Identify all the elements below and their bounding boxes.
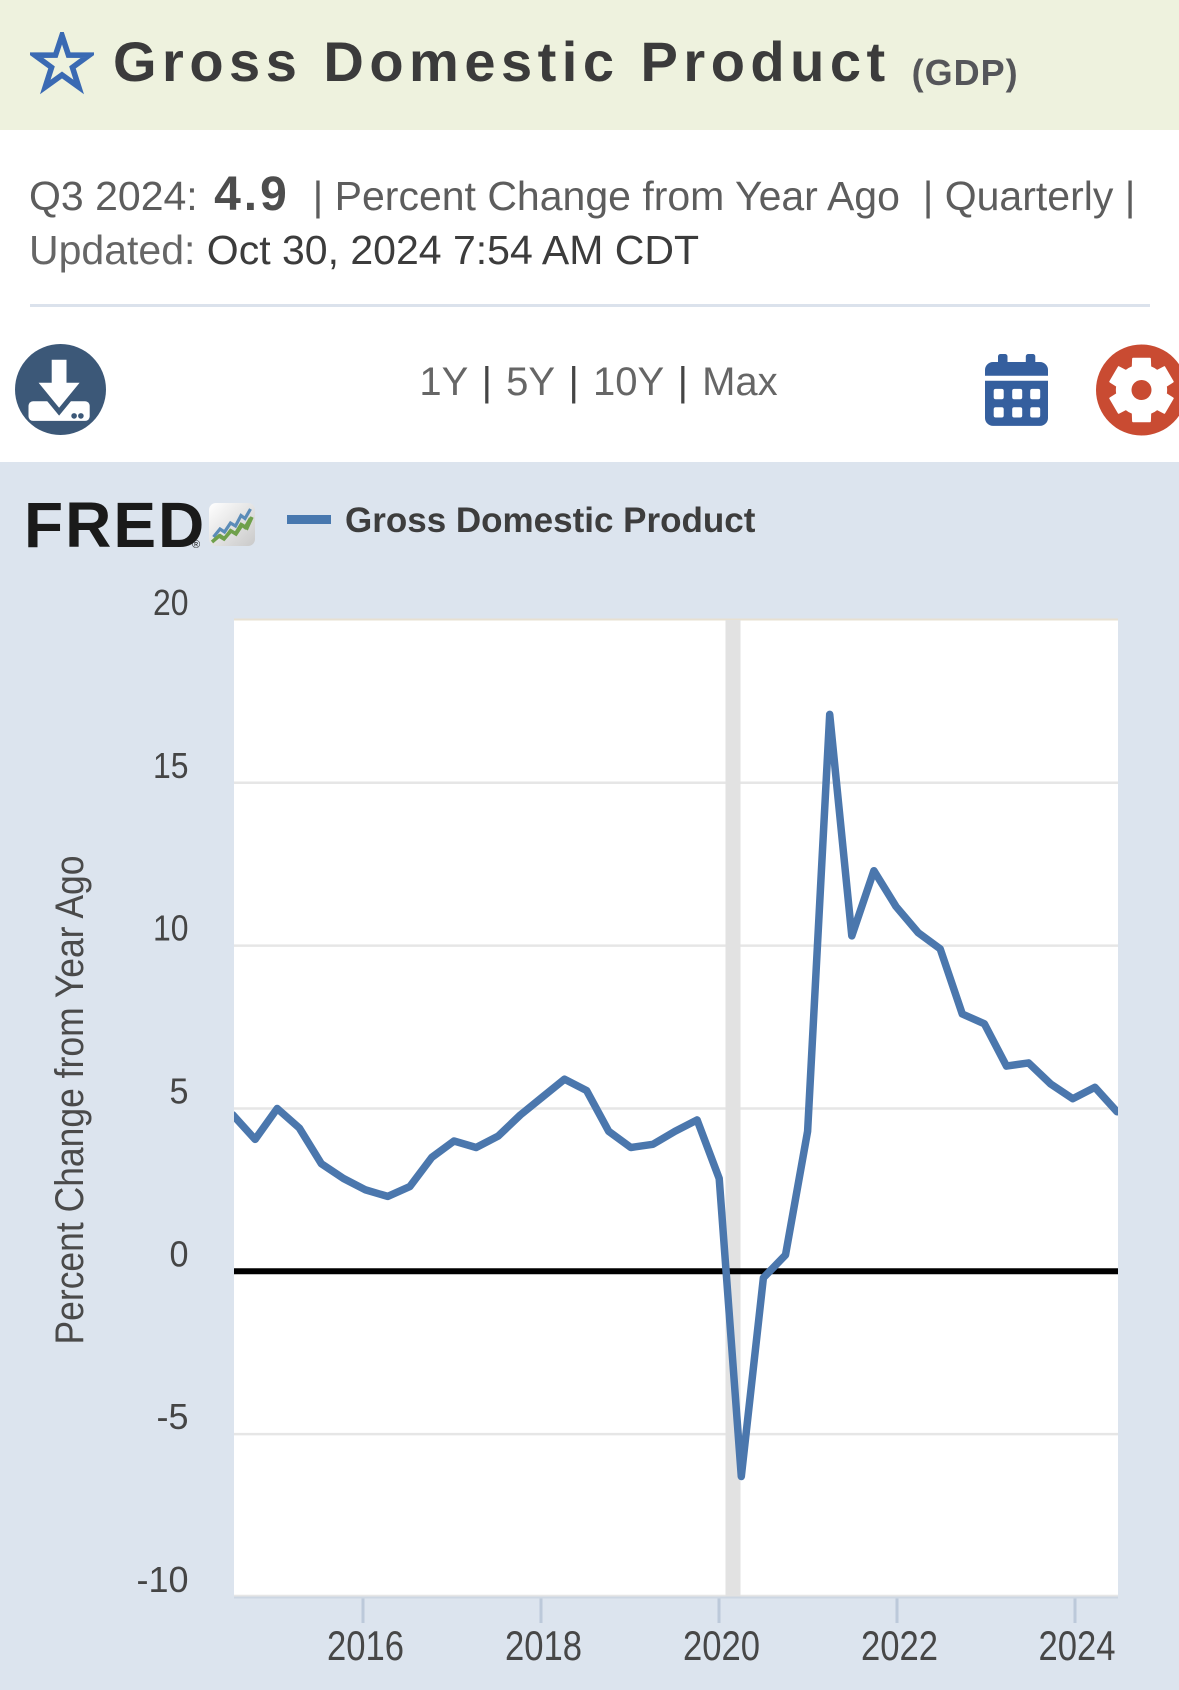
svg-text:2024: 2024	[1039, 1622, 1116, 1669]
svg-text:2020: 2020	[683, 1622, 760, 1669]
svg-text:2018: 2018	[505, 1622, 582, 1669]
svg-text:10: 10	[153, 908, 189, 949]
svg-text:20: 20	[153, 582, 189, 623]
svg-text:0: 0	[170, 1233, 189, 1274]
svg-text:Percent Change from Year Ago: Percent Change from Year Ago	[48, 856, 92, 1345]
svg-text:5: 5	[170, 1071, 189, 1112]
svg-text:2016: 2016	[327, 1622, 404, 1669]
svg-text:15: 15	[153, 745, 189, 786]
svg-text:2022: 2022	[861, 1622, 938, 1669]
svg-text:-10: -10	[137, 1559, 189, 1600]
svg-text:-5: -5	[157, 1396, 189, 1437]
